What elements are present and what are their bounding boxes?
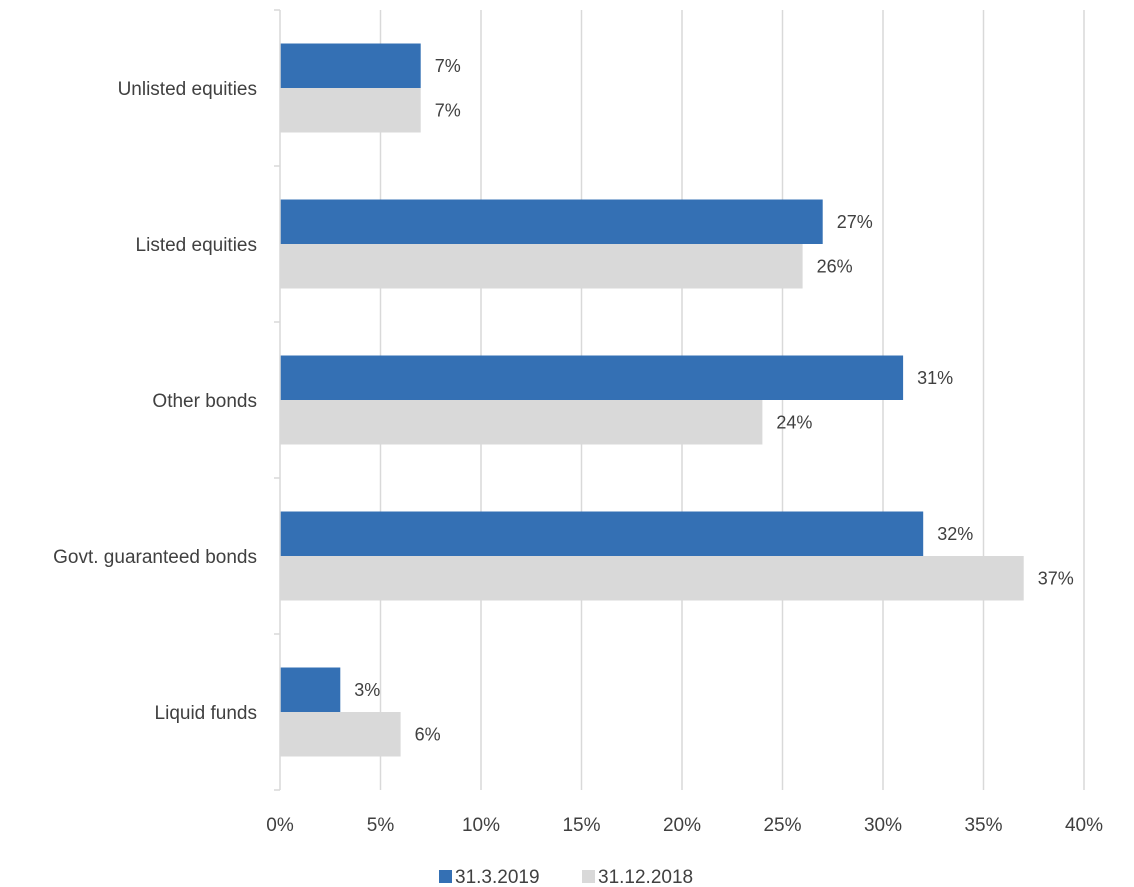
data-label: 7% [435, 100, 461, 120]
x-tick-label: 25% [763, 815, 801, 836]
data-label: 24% [776, 412, 812, 432]
data-label: 26% [817, 256, 853, 276]
data-label: 3% [354, 680, 380, 700]
bar [280, 667, 341, 712]
data-label: 32% [937, 524, 973, 544]
data-label: 27% [837, 212, 873, 232]
x-tick-label: 35% [964, 815, 1002, 836]
legend-swatch [439, 870, 452, 883]
data-labels: 7% 7% 27% 26% 31% 24% 32% 37% 3% 6% [354, 56, 1073, 745]
bar [280, 511, 924, 556]
data-label: 7% [435, 56, 461, 76]
x-tick-label: 40% [1065, 815, 1103, 836]
bar [280, 556, 1024, 601]
bar [280, 712, 401, 757]
category-label: Unlisted equities [118, 79, 257, 100]
bar [280, 355, 904, 400]
bar [280, 400, 763, 445]
category-label: Listed equities [136, 235, 257, 256]
bar [280, 88, 421, 133]
category-label: Other bonds [152, 391, 257, 412]
category-label: Govt. guaranteed bonds [53, 547, 257, 568]
x-tick-label: 20% [663, 815, 701, 836]
x-tick-label: 10% [462, 815, 500, 836]
x-tick-label: 30% [864, 815, 902, 836]
legend-label: 31.12.2018 [598, 867, 693, 887]
bar [280, 43, 421, 88]
legend-label: 31.3.2019 [455, 867, 540, 887]
data-label: 6% [415, 724, 441, 744]
bar [280, 244, 803, 289]
x-tick-label: 5% [367, 815, 395, 836]
legend-swatch [582, 870, 595, 883]
category-label: Liquid funds [155, 703, 257, 724]
x-tick-label: 15% [562, 815, 600, 836]
data-label: 31% [917, 368, 953, 388]
legend: 31.3.2019 31.12.2018 [439, 867, 693, 887]
category-axis: Unlisted equities Listed equities Other bo… [53, 9, 281, 791]
data-label: 37% [1038, 568, 1074, 588]
bar [280, 199, 823, 244]
bars [280, 43, 1024, 757]
x-tick-labels: 0% 5% 10% 15% 20% 25% 30% 35% 40% [266, 815, 1103, 836]
x-tick-label: 0% [266, 815, 294, 836]
